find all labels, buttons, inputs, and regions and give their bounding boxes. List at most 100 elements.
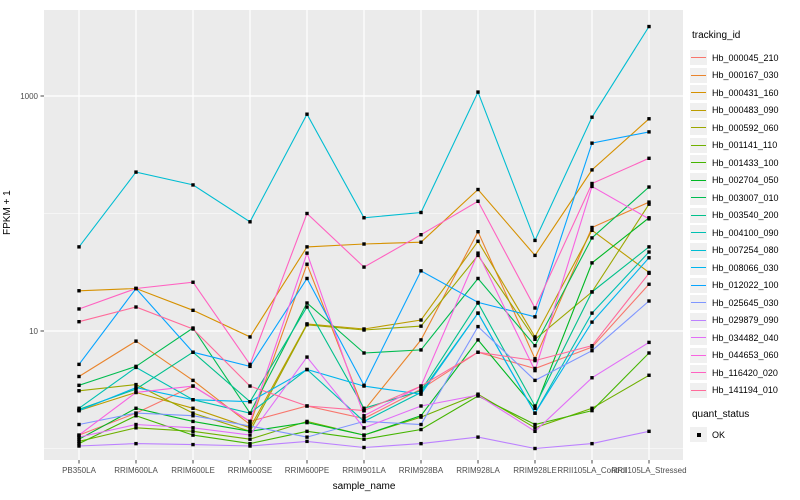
data-point [305, 404, 309, 408]
data-point [533, 404, 537, 408]
data-point [476, 350, 480, 354]
series-color-line-icon [691, 109, 706, 111]
data-point [362, 242, 366, 246]
data-point [77, 422, 81, 427]
data-point [476, 253, 480, 258]
data-point [248, 433, 252, 437]
data-point [590, 406, 594, 410]
legend-key-icon [690, 50, 707, 66]
data-point [647, 117, 651, 121]
data-point [191, 398, 195, 402]
data-point [134, 170, 138, 174]
legend-key-icon [690, 330, 707, 346]
x-tick-label: RRIM928LE [513, 466, 557, 475]
data-point [533, 253, 537, 258]
x-tick-label: RRIM600PE [285, 466, 329, 475]
data-point [134, 382, 138, 387]
data-point [191, 350, 195, 354]
series-color-line-icon [691, 179, 706, 181]
series-color-line-icon [691, 232, 706, 234]
data-point [533, 357, 537, 361]
data-point [362, 445, 366, 450]
legend-key-icon [690, 172, 707, 188]
legend-key-icon [690, 85, 707, 101]
data-point [248, 364, 252, 369]
legend-key-icon [690, 295, 707, 311]
data-point [590, 348, 594, 353]
data-point [647, 217, 651, 221]
series-color-line-icon [691, 337, 706, 339]
data-point [362, 414, 366, 418]
legend-item-label: Hb_012022_100 [712, 280, 779, 291]
legend-key-icon [690, 207, 707, 223]
y-tick-label: 10 [29, 327, 38, 336]
data-point [305, 112, 309, 116]
data-point [590, 184, 594, 189]
data-point [248, 444, 252, 448]
data-point [533, 429, 537, 434]
data-point [305, 305, 309, 309]
data-point [419, 233, 423, 237]
data-point [647, 299, 651, 303]
data-point [248, 424, 252, 428]
legend-title-quant-status: quant_status [692, 409, 750, 420]
series-color-line-icon [691, 389, 706, 391]
x-tick-label: RRII105LA_Stressed [611, 466, 686, 475]
legend-item-label: Hb_001141_110 [712, 140, 778, 151]
data-point [77, 437, 81, 441]
series-color-line-icon [691, 127, 706, 129]
data-point [476, 187, 480, 192]
legend-key-icon [690, 190, 707, 206]
data-point [77, 435, 81, 439]
data-point [134, 286, 138, 291]
data-point [419, 414, 423, 418]
data-point [476, 276, 480, 281]
data-point [191, 419, 195, 424]
legend-item: Hb_001141_110 [690, 137, 798, 155]
data-point [362, 426, 366, 430]
x-tick-label: RRIM600LE [171, 466, 215, 475]
series-color-line-icon [691, 214, 706, 216]
legend-item-label: Hb_044653_060 [712, 350, 779, 361]
data-point [134, 414, 138, 418]
data-point [191, 378, 195, 383]
series-color-line-icon [691, 284, 706, 286]
legend-item: Hb_007254_080 [690, 242, 798, 260]
data-point [533, 446, 537, 451]
data-point [590, 141, 594, 145]
legend-items: Hb_000045_210 Hb_000167_030 Hb_000431_160 H… [690, 49, 798, 399]
data-point [305, 367, 309, 372]
data-point [533, 406, 537, 410]
data-point [248, 384, 252, 388]
data-point [647, 373, 651, 377]
data-point [191, 327, 195, 331]
data-point [191, 433, 195, 437]
data-point [134, 305, 138, 309]
data-point [647, 250, 651, 254]
data-point [590, 236, 594, 240]
legend-item-label: Hb_007254_080 [712, 245, 779, 256]
legend-item: Hb_002704_050 [690, 172, 798, 190]
data-point [305, 245, 309, 249]
data-point [533, 335, 537, 339]
data-point [476, 338, 480, 342]
legend-item-label: Hb_003540_200 [712, 210, 779, 221]
data-point [77, 389, 81, 393]
data-point [419, 338, 423, 342]
data-point [77, 408, 81, 413]
data-point [305, 211, 309, 216]
data-point [533, 343, 537, 348]
data-point [647, 185, 651, 189]
data-point [476, 393, 480, 397]
data-point [362, 383, 366, 388]
legend-item: Hb_034482_040 [690, 329, 798, 347]
series-color-line-icon [691, 162, 706, 164]
data-point [362, 433, 366, 437]
x-tick-label: RRIM928BA [399, 466, 444, 475]
data-point [248, 411, 252, 415]
data-point [533, 378, 537, 383]
legend-key-icon [690, 242, 707, 258]
x-tick-label: RRIM600SE [228, 466, 272, 475]
data-point [590, 228, 594, 232]
data-point [476, 199, 480, 204]
